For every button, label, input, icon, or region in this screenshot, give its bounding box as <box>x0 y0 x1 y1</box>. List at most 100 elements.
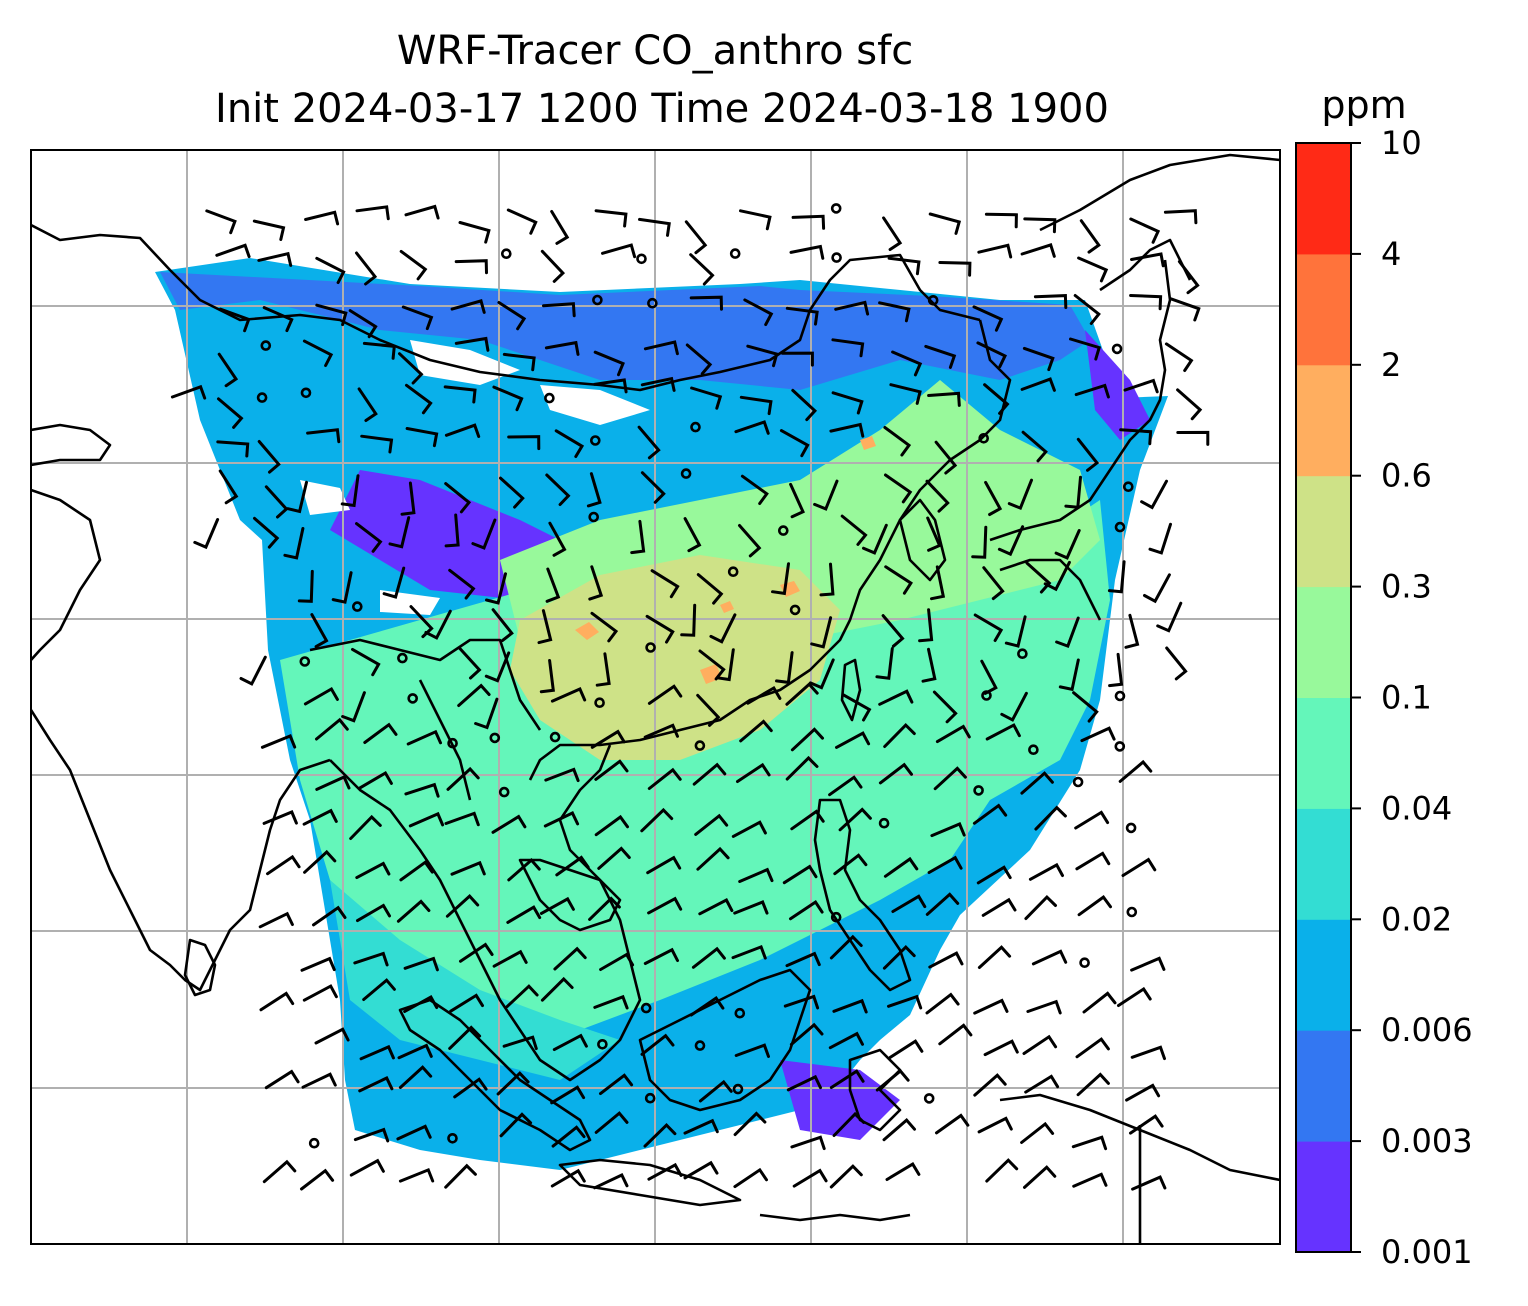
wind-barb <box>454 336 490 352</box>
wind-barb <box>1125 1083 1161 1102</box>
wind-barb <box>405 383 433 415</box>
wind-barb <box>692 762 727 786</box>
wind-barb <box>594 209 628 228</box>
wind-barb <box>590 729 626 749</box>
wind-barb <box>888 1039 924 1059</box>
wind-barb <box>315 775 351 791</box>
wind-barb <box>930 565 946 601</box>
wind-barb <box>1077 256 1109 283</box>
wind-barb <box>424 609 452 640</box>
wind-barb <box>331 571 353 604</box>
wind-barb <box>928 951 964 969</box>
wind-barb <box>601 243 637 259</box>
calm-wind-circle <box>260 340 272 351</box>
wind-barb <box>1077 895 1112 917</box>
wind-barb <box>593 994 629 1010</box>
wind-barb <box>1026 999 1062 1015</box>
wind-barb <box>789 482 805 519</box>
wind-barb <box>935 1113 970 1135</box>
wind-barb <box>355 522 383 553</box>
field-moderate-band <box>280 500 1110 1030</box>
wind-barb <box>746 344 779 368</box>
wind-barb <box>353 1127 390 1143</box>
wind-barb <box>683 1118 719 1135</box>
colorbar-segment <box>1296 697 1351 809</box>
wind-barb <box>1148 522 1172 555</box>
wind-barb <box>1054 529 1081 560</box>
colorbar-tick-label: 0.3 <box>1381 568 1432 606</box>
colorbar: 0.001 0.003 0.006 0.02 0.04 0.1 0.3 0.6 2 4 10 <box>1295 124 1473 1271</box>
wind-barb <box>396 899 431 923</box>
wind-barb <box>403 956 439 972</box>
wind-barb <box>355 861 391 880</box>
wind-barb <box>813 479 839 511</box>
wind-barb <box>262 810 298 825</box>
wind-barb <box>403 994 439 1013</box>
wind-barb <box>698 1079 733 1103</box>
wind-barb <box>545 473 571 506</box>
calm-wind-circle <box>299 656 311 667</box>
wind-barb <box>928 212 962 235</box>
wind-barb <box>828 775 863 797</box>
wind-barb <box>405 427 439 448</box>
wind-barb <box>1163 209 1198 225</box>
wind-barb <box>779 429 810 458</box>
coastline-philippines <box>813 798 912 992</box>
wind-barb <box>219 307 251 333</box>
wind-barb <box>1072 1172 1108 1188</box>
wind-barb <box>882 216 903 251</box>
wind-barb <box>1024 894 1057 921</box>
wind-barb <box>362 978 396 1001</box>
wind-barb <box>448 1025 482 1050</box>
wind-barb <box>554 429 585 458</box>
wind-barb <box>450 299 486 314</box>
wind-barb <box>266 854 301 876</box>
wind-barb <box>650 569 680 599</box>
map-gridlines <box>31 150 1280 1244</box>
wind-barb <box>926 516 942 552</box>
wind-barb <box>544 767 580 783</box>
wind-barb <box>505 984 539 1009</box>
wind-barb <box>471 518 497 550</box>
wind-barb <box>1071 1135 1108 1151</box>
wind-barb <box>593 378 628 394</box>
calm-wind-circle <box>544 392 555 404</box>
wind-barb <box>643 1122 677 1148</box>
wind-barb <box>643 723 679 739</box>
figure-title-line-2: Init 2024-03-17 1200 Time 2024-03-18 190… <box>215 86 1109 132</box>
wind-barb <box>882 1117 916 1142</box>
calm-wind-circle <box>973 785 984 796</box>
wind-barb <box>684 220 708 255</box>
colorbar-segment <box>1296 1030 1351 1142</box>
calm-wind-circle <box>640 1002 652 1014</box>
wind-barb <box>683 517 702 553</box>
wind-barb <box>882 944 916 970</box>
wind-barb <box>1023 1165 1057 1189</box>
wind-barb <box>1025 561 1052 594</box>
calm-wind-circle <box>1028 744 1039 756</box>
wind-barb <box>550 1085 586 1105</box>
field-high-core <box>510 555 840 760</box>
wind-barb <box>1022 1034 1058 1055</box>
calm-wind-circle <box>594 697 605 709</box>
wind-barb <box>446 766 480 791</box>
calm-wind-circle <box>589 435 601 446</box>
wind-barb <box>925 479 950 513</box>
wind-barb <box>733 1111 767 1137</box>
wind-barb <box>1131 1175 1167 1191</box>
colorbar-segment <box>1296 586 1351 698</box>
calm-wind-circle <box>690 421 701 433</box>
coastline-gulf-thailand <box>518 858 622 932</box>
wind-barb <box>1058 658 1080 692</box>
wind-barb <box>1076 437 1100 472</box>
wind-barb <box>341 691 366 723</box>
wind-barb <box>640 807 674 833</box>
wind-barb <box>215 243 251 259</box>
wind-barb <box>739 395 773 416</box>
wind-barb <box>457 646 482 680</box>
wind-barb <box>997 525 1025 557</box>
wind-barb <box>356 903 391 923</box>
wind-barb <box>881 614 905 648</box>
calm-wind-circle <box>256 392 268 403</box>
wind-barb <box>506 905 542 924</box>
